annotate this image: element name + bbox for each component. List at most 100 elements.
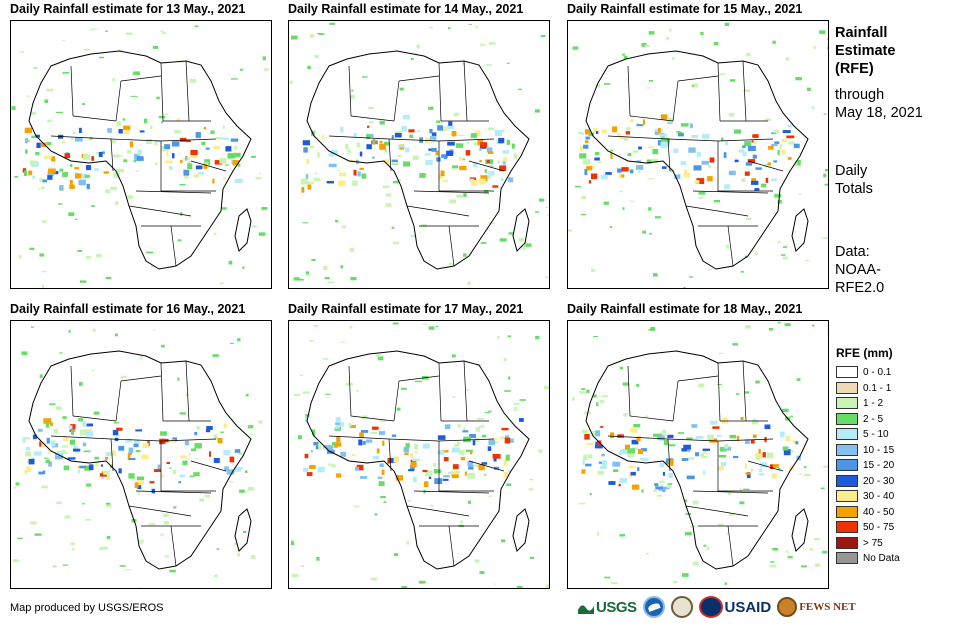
country-border (50, 135, 217, 142)
rain-cell (89, 137, 93, 140)
rain-cell (501, 427, 509, 431)
rain-cell (412, 155, 419, 160)
light-rain-patch (139, 539, 144, 544)
light-rain-patch (96, 253, 102, 258)
light-rain-patch (11, 106, 16, 110)
doi-seal-icon (670, 596, 693, 618)
light-rain-patch (385, 193, 392, 197)
rain-cell (410, 453, 414, 458)
light-rain-patch (376, 354, 382, 357)
rain-cell (35, 151, 40, 156)
rain-cell (473, 162, 478, 167)
legend-label: No Data (863, 553, 900, 564)
rain-cell (100, 464, 103, 467)
rain-cell (629, 472, 632, 478)
light-rain-patch (708, 165, 712, 168)
country-border (115, 380, 122, 422)
country-border (406, 205, 470, 217)
rain-cell (198, 172, 205, 175)
rain-cell (412, 458, 420, 462)
rain-cell (116, 168, 125, 173)
rain-cell (474, 464, 480, 467)
rain-cell (702, 448, 710, 451)
rain-cell (601, 453, 605, 457)
light-rain-patch (622, 53, 626, 56)
rain-cell (405, 446, 408, 450)
panel-title: Daily Rainfall estimate for 15 May., 202… (567, 2, 803, 16)
rain-cell (29, 160, 37, 165)
rain-cell (387, 457, 391, 464)
light-rain-patch (410, 234, 417, 238)
light-rain-patch (717, 383, 722, 385)
rain-cell (592, 431, 598, 436)
rain-cell (673, 148, 679, 153)
rain-cell (128, 447, 134, 454)
rain-cell (748, 145, 756, 152)
rain-cell (86, 423, 93, 427)
light-rain-patch (546, 584, 549, 588)
light-rain-patch (497, 160, 500, 164)
rain-cell (742, 145, 746, 149)
light-rain-patch (399, 87, 404, 91)
light-rain-patch (367, 106, 375, 110)
rain-cell (505, 454, 510, 461)
light-rain-patch (727, 491, 732, 495)
light-rain-patch (13, 559, 18, 563)
light-rain-patch (400, 387, 407, 390)
light-rain-patch (313, 324, 318, 327)
rain-cell (336, 436, 341, 443)
rain-cell (782, 130, 791, 133)
light-rain-patch (466, 141, 470, 144)
light-rain-patch (488, 410, 492, 412)
rain-cell (654, 483, 659, 487)
light-rain-patch (416, 44, 420, 49)
rain-cell (478, 464, 485, 471)
light-rain-patch (462, 62, 465, 66)
country-border (70, 65, 74, 117)
rain-cell (184, 175, 189, 179)
light-rain-patch (660, 484, 664, 487)
rain-cell (500, 177, 504, 182)
rain-cell (740, 417, 744, 420)
rain-cell (750, 439, 755, 444)
light-rain-patch (193, 472, 200, 477)
light-rain-patch (248, 425, 254, 429)
legend-item: 50 - 75 (836, 520, 936, 535)
light-rain-patch (311, 259, 316, 262)
light-rain-patch (513, 407, 517, 411)
light-rain-patch (449, 199, 457, 204)
rain-cell (352, 454, 356, 456)
light-rain-patch (781, 254, 786, 256)
country-border (348, 65, 352, 117)
rain-cell (707, 176, 713, 182)
light-rain-patch (683, 286, 686, 288)
light-rain-patch (467, 281, 471, 285)
rain-cell (618, 483, 621, 487)
rain-cell (759, 462, 768, 468)
light-rain-patch (488, 495, 492, 497)
light-rain-patch (514, 402, 520, 405)
light-rain-patch (250, 555, 256, 559)
light-rain-patch (55, 406, 62, 411)
light-rain-patch (798, 473, 802, 475)
rain-cell (41, 186, 45, 190)
rain-cell (379, 143, 386, 150)
rain-cell (668, 459, 674, 466)
light-rain-patch (231, 78, 238, 80)
rain-cell (23, 170, 28, 177)
rain-cell (84, 174, 90, 178)
rain-cell (608, 481, 616, 485)
rain-cell (383, 141, 390, 146)
rain-cell (712, 426, 720, 429)
rain-cell (688, 457, 695, 460)
rain-cell (662, 166, 667, 169)
rain-cell (503, 460, 508, 466)
light-rain-patch (669, 28, 672, 32)
country-border (110, 438, 114, 472)
light-rain-patch (528, 478, 534, 481)
rain-cell (770, 464, 774, 469)
rain-cell (456, 143, 464, 148)
rain-cell (85, 431, 94, 437)
country-border (160, 141, 216, 192)
light-rain-patch (362, 76, 368, 78)
